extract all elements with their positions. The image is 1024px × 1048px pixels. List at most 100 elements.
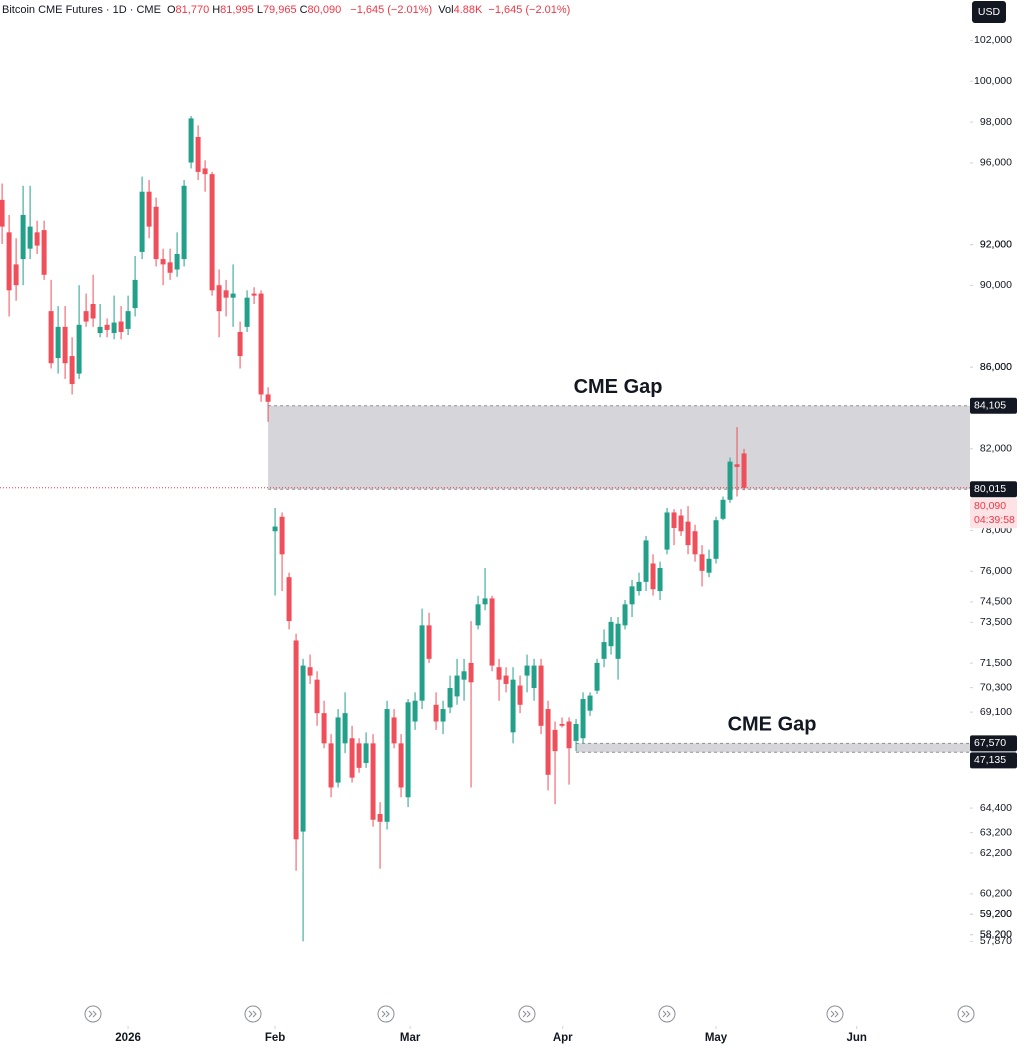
candle-body [286, 577, 292, 622]
candle-body [20, 214, 26, 260]
scroll-icons [84, 1005, 975, 1023]
ohlc-value: 81,995 [220, 4, 254, 16]
x-tick-label: 2026 [115, 1032, 141, 1044]
y-tick-label: 100,000 [974, 75, 1012, 87]
volume-change: −1,645 (−2.01%) [488, 4, 571, 16]
candle-body [181, 185, 187, 260]
candle-body [300, 665, 306, 832]
candle-body [447, 688, 453, 708]
x-tick-label: Jun [846, 1032, 866, 1044]
ohlc-key: O [166, 4, 176, 16]
candle-body [650, 563, 656, 590]
scroll-icon[interactable] [957, 1005, 975, 1023]
scroll-icon[interactable] [244, 1005, 262, 1023]
y-tick-label: 58,200 [980, 928, 1012, 940]
y-tick-label: 60,200 [980, 888, 1012, 900]
candle-body [377, 814, 383, 822]
candle-body [111, 322, 117, 333]
price-tag-countdown: 04:39:58 [974, 514, 1015, 526]
gap-label: CME Gap [574, 376, 663, 398]
price-tag [970, 735, 1017, 752]
currency-button[interactable]: USD [972, 1, 1006, 23]
scroll-icon[interactable] [826, 1005, 844, 1023]
candle-body [202, 168, 208, 175]
x-tick-label: Feb [265, 1032, 285, 1044]
candles [0, 115, 747, 942]
scroll-icon[interactable] [658, 1005, 676, 1023]
candle-body [482, 598, 488, 605]
candle-body [104, 324, 110, 330]
price-tag-label: 80,015 [974, 483, 1006, 495]
candle-body [328, 743, 334, 788]
candle-body [132, 279, 138, 309]
candle-body [251, 293, 257, 296]
x-tick-label: May [705, 1032, 728, 1044]
price-tag [970, 481, 1017, 498]
y-tick-label: 71,500 [980, 657, 1012, 669]
candle-body [440, 709, 446, 722]
ohlc-key: C [299, 4, 308, 16]
y-tick-label: 98,000 [980, 116, 1012, 128]
candle-body [545, 709, 551, 775]
candle-body [727, 461, 733, 500]
candle-body [706, 558, 712, 573]
y-tick-label: 96,000 [980, 157, 1012, 169]
candle-body [244, 297, 250, 327]
candle-body [48, 311, 54, 364]
candle-body [321, 713, 327, 744]
price-tag [970, 752, 1017, 769]
candle-body [195, 136, 201, 172]
candle-body [209, 174, 215, 291]
scroll-icon[interactable] [84, 1005, 102, 1023]
y-tick-label: 57,870 [980, 935, 1012, 947]
scroll-icon[interactable] [518, 1005, 536, 1023]
candle-body [615, 623, 621, 659]
y-tick-label: 102,000 [974, 34, 1012, 46]
candle-body [76, 324, 82, 374]
candle-body [216, 285, 222, 312]
candle-body [496, 667, 502, 680]
candle-body [160, 259, 166, 265]
candle-body [608, 621, 614, 647]
candle-body [468, 662, 474, 683]
candle-body [391, 717, 397, 744]
candle-body [6, 232, 12, 291]
candle-body [524, 665, 530, 676]
candle-body [342, 713, 348, 744]
price-tag [970, 397, 1017, 414]
candle-body [153, 206, 159, 260]
candle-body [489, 598, 495, 666]
ohlc-key: H [212, 4, 221, 16]
y-tick-label: 76,000 [980, 565, 1012, 577]
candle-body [629, 586, 635, 605]
candle-body [384, 709, 390, 822]
candle-body [517, 685, 523, 705]
candle-body [601, 642, 607, 659]
price-tag-label: 84,105 [974, 400, 1006, 412]
candle-body [692, 531, 698, 555]
header: Bitcoin CME Futures · 1D · CME O81,770 H8… [2, 4, 573, 16]
candle-body [475, 604, 481, 626]
candle-body [174, 253, 180, 270]
candle-body [419, 625, 425, 701]
y-tick-label: 86,000 [980, 361, 1012, 373]
candle-body [664, 512, 670, 550]
candle-body [643, 540, 649, 582]
ohlc-legend: O81,770 H81,995 L79,965 C80,090 [167, 4, 344, 16]
candle-body [461, 671, 467, 680]
scroll-icon[interactable] [377, 1005, 395, 1023]
y-tick-label: 59,200 [980, 908, 1012, 920]
candle-body [734, 464, 740, 467]
candle-body [433, 704, 439, 722]
ohlc-value: 80,090 [307, 4, 342, 16]
candle-body [188, 118, 194, 163]
candle-body [531, 665, 537, 689]
candle-body [412, 700, 418, 722]
y-tick-label: 62,200 [980, 847, 1012, 859]
candle-body [69, 356, 75, 385]
candle-body [293, 640, 299, 840]
candle-body [370, 743, 376, 820]
candle-body [0, 199, 5, 227]
price-tag-label: 67,570 [974, 737, 1006, 749]
candle-body [125, 311, 131, 329]
